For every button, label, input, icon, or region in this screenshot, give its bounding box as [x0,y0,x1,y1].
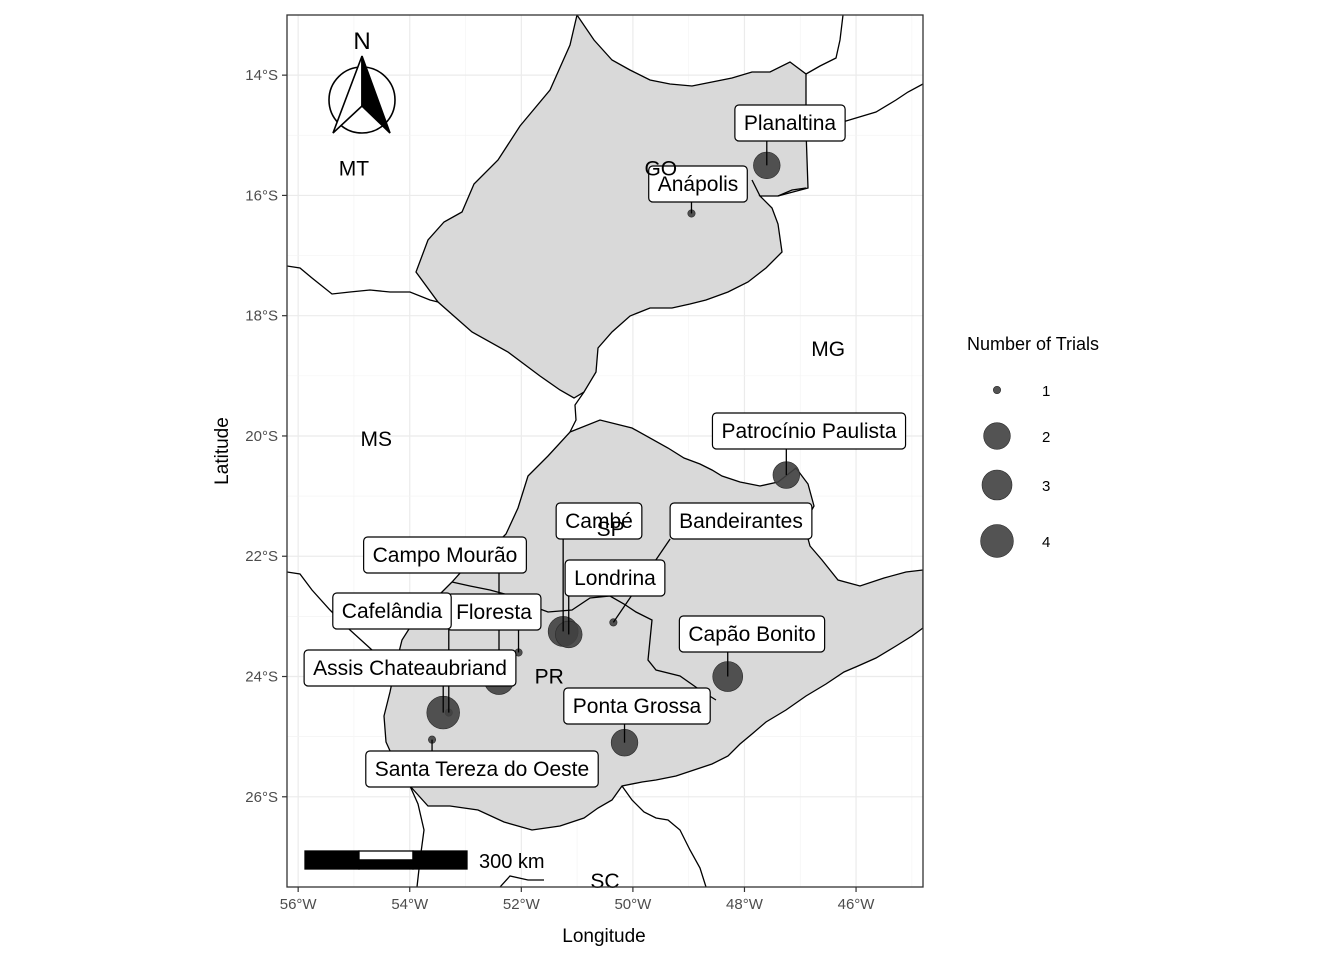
x-tick-label: 52°W [503,896,541,913]
legend-key [983,422,1011,450]
legend-key [980,524,1014,558]
state-label: PR [535,666,564,689]
site-label: Ponta Grossa [573,695,702,718]
state-label: SC [590,870,619,893]
north-arrow: N [328,28,396,134]
site-label: Bandeirantes [679,510,803,533]
site-label-box [365,750,599,788]
y-tick-label: 26°S [245,789,278,806]
site-label-box [669,502,813,540]
site-label-box [734,104,846,142]
y-tick-label: 20°S [245,428,278,445]
state-label: GO [644,157,677,180]
site-label: Cambé [565,510,633,533]
site-label-box [363,536,527,574]
legend-label: 3 [1042,478,1050,495]
site-label: Assis Chateaubriand [313,657,507,680]
scale-bar-segment [304,850,360,870]
site-label-box [555,502,643,540]
site-label: Capão Bonito [688,623,815,646]
scale-bar-segment [358,850,414,861]
site-label-box [648,165,748,203]
axis-ticks: 56°W 54°W 52°W 50°W 48°W 46°W 14°S 16°S 18°S 20°S… [245,67,875,913]
y-tick-label: 22°S [245,548,278,565]
site-label-box [711,412,907,450]
x-tick-label: 56°W [280,896,318,913]
y-tick-label: 24°S [245,669,278,686]
state-label: SP [597,518,625,541]
north-arrow-right-icon [361,55,391,134]
scale-bar-label: 300 km [479,851,545,873]
legend-label: 4 [1042,534,1050,551]
size-legend: Number of Trials 1 2 3 4 [967,334,1099,558]
y-tick-label: 18°S [245,308,278,325]
state-label: MG [811,338,845,361]
site-label: Planaltina [744,112,837,135]
state-label: MS [361,428,393,451]
y-axis-title: Latitude [212,417,233,485]
site-label-box [563,687,711,725]
site-label: Anápolis [658,173,739,196]
site-label: Cafelândia [342,600,443,623]
site-label: Floresta [456,601,532,624]
legend-label: 2 [1042,429,1050,446]
goias-region [415,15,809,399]
x-tick-label: 48°W [726,896,764,913]
scale-bar-segment [358,859,414,870]
site-labels: Planaltina Anápolis Patrocínio Paulista Cam… [303,104,907,788]
north-arrow-label: N [353,28,370,55]
x-tick-label: 46°W [838,896,876,913]
state-label: MT [339,157,369,180]
site-label: Campo Mourão [373,544,518,567]
x-tick-label: 50°W [614,896,652,913]
legend-key [981,469,1013,501]
legend-label: 1 [1042,383,1050,400]
site-label: Londrina [574,567,656,590]
y-tick-label: 14°S [245,67,278,84]
site-label-box [303,649,517,687]
x-axis-title: Longitude [562,926,645,947]
site-label-box [678,615,826,653]
site-label: Patrocínio Paulista [721,420,896,443]
site-label-box [564,559,666,597]
scale-bar-segment [412,850,468,870]
panel-border [286,14,924,888]
site-label-box [332,592,452,630]
legend-key [992,385,1001,394]
y-tick-label: 16°S [245,187,278,204]
x-tick-label: 54°W [391,896,429,913]
site-label: Santa Tereza do Oeste [375,758,589,781]
scale-bar: 300 km [304,850,545,873]
legend-title: Number of Trials [967,334,1099,354]
